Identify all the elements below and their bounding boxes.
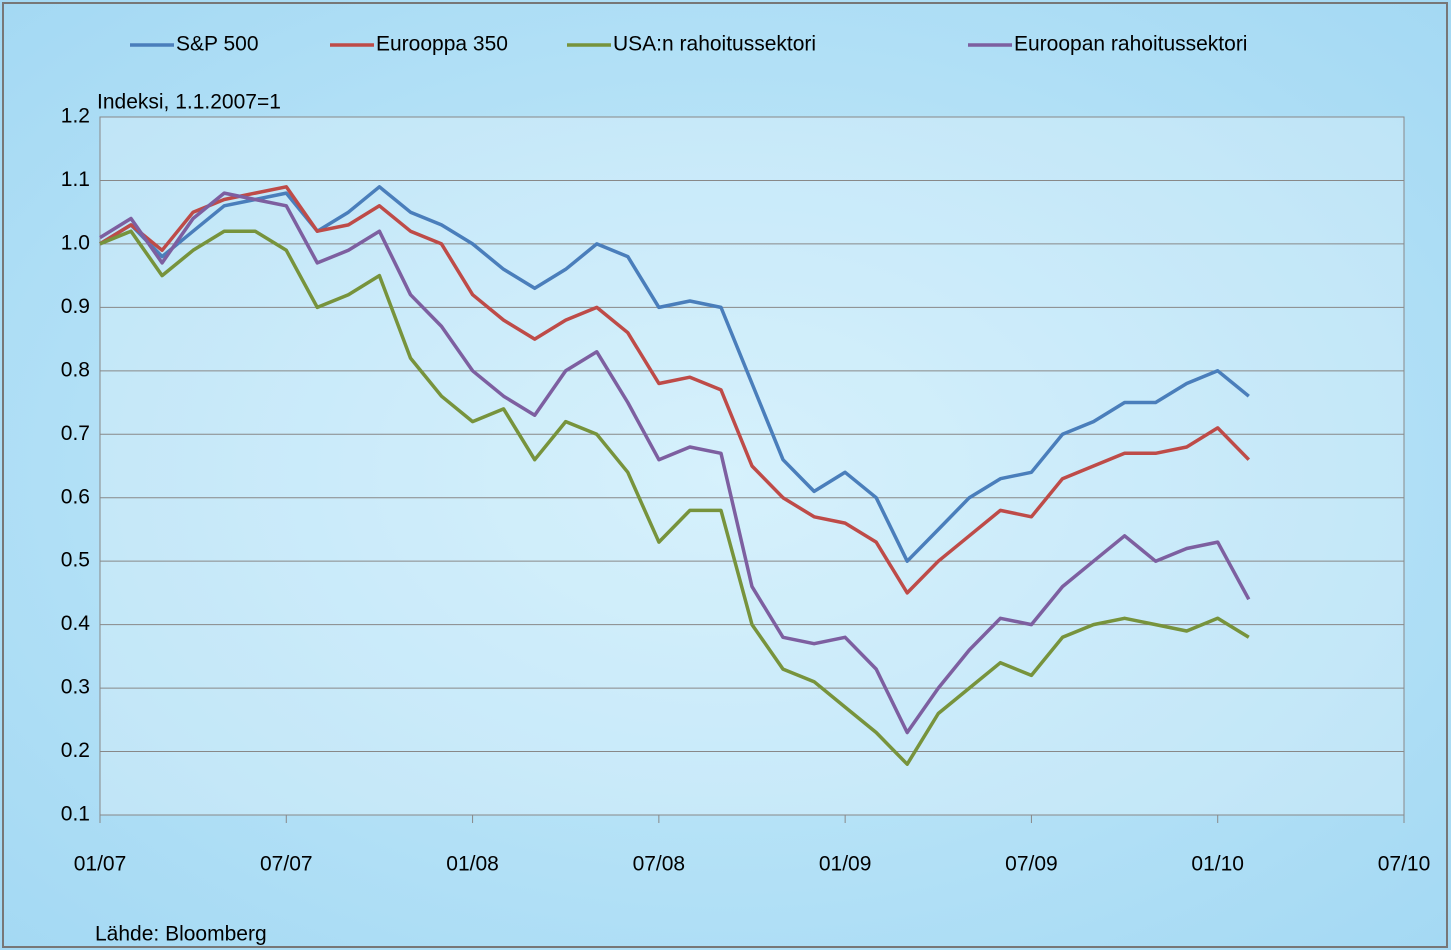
y-tick-label: 0.6 [61,485,90,508]
x-tick-label: 01/07 [74,853,127,876]
y-tick-label: 0.5 [61,549,90,572]
y-tick-label: 0.9 [61,295,90,318]
source-note: Lähde: Bloomberg [95,923,267,946]
x-tick-label: 01/10 [1191,853,1244,876]
y-axis-label: Indeksi, 1.1.2007=1 [97,91,281,114]
y-tick-label: 0.4 [61,612,91,635]
x-tick-label: 07/10 [1378,853,1431,876]
x-tick-label: 07/09 [1005,853,1058,876]
series-line [99,185,1251,595]
x-tick-label: 07/08 [633,853,686,876]
y-tick-label: 1.2 [61,105,90,128]
y-tick-label: 1.0 [61,231,90,254]
legend-label: Euroopan rahoitussektori [1014,33,1247,56]
x-tick-label: 01/08 [446,853,499,876]
legend-label: USA:n rahoitussektori [613,33,816,56]
y-tick-label: 0.7 [61,422,90,445]
x-tick-label: 01/09 [819,853,872,876]
legend-label: S&P 500 [176,33,259,56]
y-tick-label: 1.1 [61,168,90,191]
y-tick-label: 0.1 [61,803,90,826]
series-line [99,191,1251,735]
y-tick-label: 0.8 [61,358,90,381]
y-tick-label: 0.3 [61,676,90,699]
legend-label: Eurooppa 350 [376,33,508,56]
x-tick-label: 07/07 [260,853,313,876]
series-line [99,185,1250,563]
series-line [99,229,1250,766]
y-tick-label: 0.2 [61,739,90,762]
